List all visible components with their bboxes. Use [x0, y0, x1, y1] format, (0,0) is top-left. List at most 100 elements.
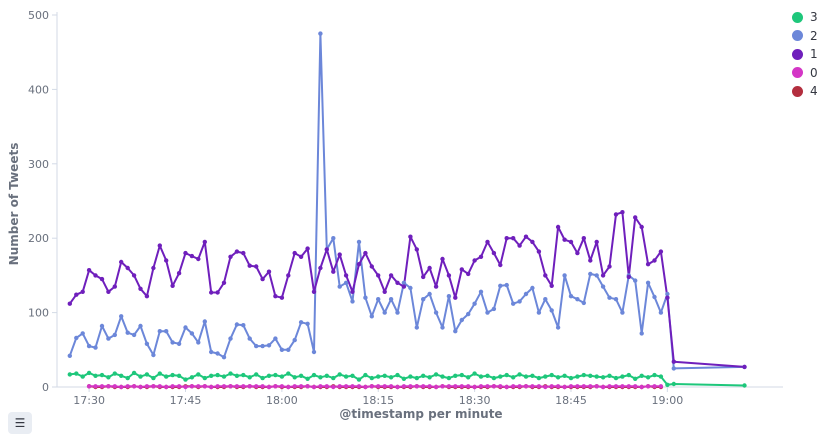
- data-point-0[interactable]: [93, 384, 98, 389]
- data-point-1[interactable]: [164, 258, 169, 263]
- data-point-1[interactable]: [74, 292, 79, 297]
- data-point-3[interactable]: [80, 374, 85, 379]
- data-point-1[interactable]: [189, 253, 195, 259]
- data-point-0[interactable]: [485, 384, 490, 389]
- data-point-2[interactable]: [485, 310, 490, 315]
- data-point-3[interactable]: [665, 382, 670, 387]
- data-point-2[interactable]: [254, 343, 259, 349]
- data-point-1[interactable]: [138, 286, 143, 291]
- data-point-0[interactable]: [164, 384, 169, 390]
- data-point-3[interactable]: [209, 373, 214, 378]
- data-point-0[interactable]: [543, 384, 548, 390]
- data-point-1[interactable]: [260, 276, 265, 282]
- data-point-3[interactable]: [613, 375, 619, 381]
- data-point-1[interactable]: [581, 236, 586, 241]
- data-point-2[interactable]: [183, 325, 188, 330]
- data-point-2[interactable]: [395, 310, 400, 315]
- data-point-3[interactable]: [459, 372, 464, 378]
- data-point-1[interactable]: [414, 247, 419, 252]
- data-point-3[interactable]: [241, 372, 246, 378]
- data-point-0[interactable]: [395, 384, 400, 390]
- data-point-3[interactable]: [626, 372, 631, 378]
- data-point-0[interactable]: [176, 384, 182, 389]
- data-point-1[interactable]: [645, 262, 651, 267]
- data-point-1[interactable]: [266, 269, 272, 274]
- data-point-2[interactable]: [80, 331, 85, 336]
- data-point-3[interactable]: [157, 371, 162, 376]
- data-point-3[interactable]: [260, 375, 265, 381]
- data-point-2[interactable]: [459, 317, 464, 323]
- data-point-1[interactable]: [543, 273, 548, 278]
- data-point-1[interactable]: [93, 273, 98, 278]
- data-point-2[interactable]: [575, 297, 580, 302]
- data-point-0[interactable]: [125, 384, 130, 389]
- data-point-1[interactable]: [369, 264, 374, 269]
- data-point-0[interactable]: [234, 384, 240, 389]
- data-point-0[interactable]: [202, 384, 207, 389]
- data-point-1[interactable]: [363, 250, 368, 256]
- data-point-0[interactable]: [536, 384, 542, 389]
- data-point-2[interactable]: [427, 291, 432, 297]
- data-point-2[interactable]: [86, 343, 92, 349]
- data-point-1[interactable]: [433, 284, 439, 289]
- data-point-3[interactable]: [530, 373, 535, 378]
- data-point-3[interactable]: [620, 374, 625, 379]
- data-point-1[interactable]: [491, 250, 497, 256]
- data-point-2[interactable]: [176, 341, 182, 346]
- data-point-1[interactable]: [247, 263, 252, 268]
- data-point-1[interactable]: [273, 294, 278, 299]
- data-point-1[interactable]: [600, 273, 606, 278]
- data-point-3[interactable]: [363, 372, 368, 378]
- data-point-1[interactable]: [421, 274, 426, 280]
- data-point-2[interactable]: [131, 332, 137, 338]
- data-point-1[interactable]: [67, 301, 73, 306]
- data-point-0[interactable]: [151, 384, 156, 389]
- data-point-0[interactable]: [331, 384, 336, 390]
- data-point-1[interactable]: [170, 283, 175, 288]
- data-point-1[interactable]: [286, 273, 291, 278]
- data-point-2[interactable]: [93, 345, 98, 350]
- data-point-2[interactable]: [607, 295, 612, 300]
- data-point-2[interactable]: [138, 323, 143, 329]
- data-point-1[interactable]: [658, 249, 664, 254]
- data-point-2[interactable]: [241, 323, 246, 328]
- data-point-3[interactable]: [266, 373, 272, 378]
- data-point-2[interactable]: [511, 301, 516, 306]
- data-point-0[interactable]: [112, 384, 118, 389]
- data-point-3[interactable]: [543, 374, 548, 379]
- data-point-1[interactable]: [652, 258, 657, 263]
- data-point-2[interactable]: [279, 347, 285, 352]
- data-point-0[interactable]: [491, 384, 497, 389]
- data-point-0[interactable]: [215, 384, 220, 389]
- data-point-1[interactable]: [588, 258, 593, 263]
- data-point-2[interactable]: [234, 322, 240, 327]
- data-point-2[interactable]: [568, 294, 574, 299]
- data-point-1[interactable]: [620, 210, 625, 215]
- data-point-3[interactable]: [555, 375, 561, 380]
- data-point-2[interactable]: [498, 283, 503, 288]
- data-point-0[interactable]: [157, 384, 162, 389]
- data-point-0[interactable]: [273, 384, 278, 389]
- data-point-0[interactable]: [337, 384, 342, 389]
- data-point-0[interactable]: [620, 384, 625, 389]
- data-point-2[interactable]: [523, 291, 529, 297]
- data-point-0[interactable]: [279, 384, 285, 389]
- data-point-0[interactable]: [427, 384, 432, 389]
- data-point-0[interactable]: [408, 384, 413, 389]
- data-point-3[interactable]: [395, 372, 400, 378]
- data-point-1[interactable]: [183, 250, 188, 256]
- data-point-0[interactable]: [99, 384, 105, 389]
- data-point-0[interactable]: [247, 384, 252, 389]
- data-point-2[interactable]: [292, 337, 297, 343]
- data-point-2[interactable]: [376, 297, 381, 302]
- data-point-0[interactable]: [658, 384, 664, 389]
- data-point-3[interactable]: [588, 373, 593, 378]
- data-point-2[interactable]: [260, 343, 265, 349]
- data-point-2[interactable]: [600, 284, 606, 289]
- data-point-3[interactable]: [221, 374, 227, 379]
- data-point-0[interactable]: [298, 384, 304, 389]
- data-point-3[interactable]: [523, 374, 529, 379]
- data-point-3[interactable]: [74, 371, 79, 376]
- data-point-3[interactable]: [671, 381, 676, 387]
- data-point-1[interactable]: [639, 224, 644, 230]
